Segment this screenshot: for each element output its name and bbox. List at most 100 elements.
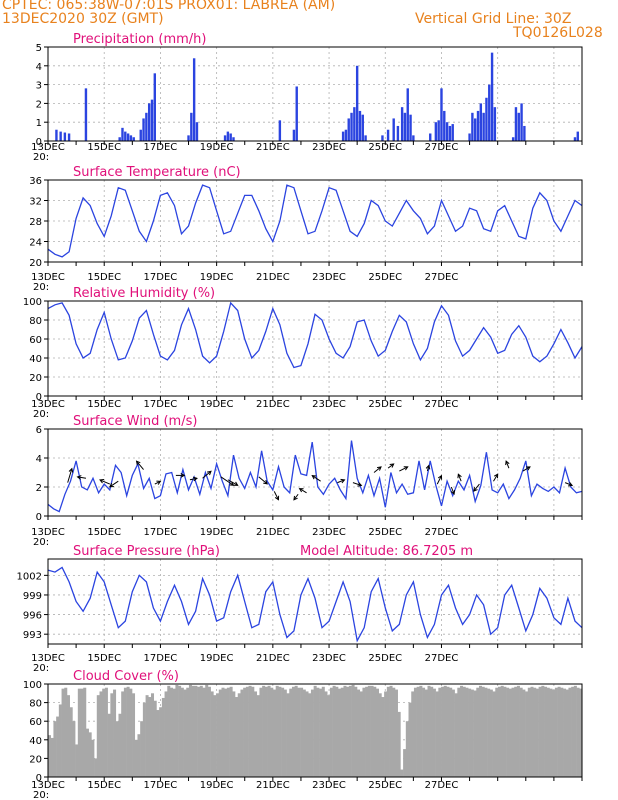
cloud-bar xyxy=(544,686,548,777)
cloud-bar xyxy=(283,689,287,777)
x-tick-label: 27DEC xyxy=(425,653,459,664)
cloud-bar xyxy=(85,728,89,777)
wind-arrow xyxy=(189,477,198,481)
x-tick-label: 25DEC xyxy=(368,527,402,538)
wind-arrow-head xyxy=(76,475,82,480)
wind-arrow-head xyxy=(457,473,462,479)
x-tick-label: 13DEC xyxy=(31,527,65,538)
precip-bar xyxy=(429,133,432,141)
y-tick-label: 20 xyxy=(29,258,42,269)
y-tick-label: 1002 xyxy=(17,571,42,582)
precip-bar xyxy=(488,84,491,141)
cloud-bar xyxy=(516,685,520,777)
precip-bar xyxy=(361,114,364,141)
cloud-bar xyxy=(357,689,361,777)
x-tick-label: 17DEC xyxy=(144,142,178,153)
precip-bar xyxy=(406,88,409,141)
wind-arrow-head xyxy=(274,495,280,501)
cloud-bar xyxy=(83,687,87,777)
cloud-bar xyxy=(270,687,274,777)
wind-arrow xyxy=(154,480,161,485)
cloud-bar xyxy=(96,695,100,777)
precip-bar xyxy=(445,122,449,141)
y-tick-label: 6 xyxy=(36,425,42,436)
cloud-bar xyxy=(186,687,190,777)
x-tick-label: 21DEC xyxy=(256,272,290,283)
y-tick-label: 2 xyxy=(36,483,42,494)
cloud-bar xyxy=(454,693,458,777)
wind-arrow xyxy=(522,466,531,472)
header-grid-note: Vertical Grid Line: 30Z xyxy=(415,11,572,27)
x-tick-label: 19DEC xyxy=(200,142,234,153)
cloud-bar xyxy=(324,691,328,777)
cloud-bar xyxy=(522,689,526,777)
wind-arrow xyxy=(109,480,119,488)
cloud-bar xyxy=(159,707,163,777)
y-tick-label: 36 xyxy=(29,176,42,187)
cloud-bar xyxy=(297,687,301,777)
cloud-bar xyxy=(167,685,171,777)
panel-title: Relative Humidity (%) xyxy=(73,286,215,301)
wind-arrow xyxy=(77,476,87,479)
cloud-bar xyxy=(221,687,225,777)
precip-bar xyxy=(347,118,350,141)
cloud-bar xyxy=(199,685,203,777)
cloud-bar xyxy=(384,691,388,777)
wind-arrow xyxy=(99,479,111,485)
cloud-bar xyxy=(497,686,501,777)
panel-title: Surface Wind (m/s) xyxy=(73,414,197,429)
cloud-bar xyxy=(538,686,542,777)
cloud-bar xyxy=(419,685,423,777)
cloud-bar xyxy=(386,686,390,777)
cloud-bar xyxy=(462,686,466,777)
precip-bar xyxy=(409,114,412,141)
cloud-bar xyxy=(492,691,496,777)
cloud-bar xyxy=(183,689,187,777)
cloud-bar xyxy=(91,739,95,777)
cloud-bar xyxy=(180,687,184,777)
cloud-bar xyxy=(123,687,127,777)
x-year-label: 20: xyxy=(33,282,49,293)
cloud-bar xyxy=(375,688,380,777)
cloud-bar xyxy=(343,685,347,777)
x-tick-label: 17DEC xyxy=(144,653,178,664)
cloud-bar xyxy=(338,688,342,777)
wind-arrow-head xyxy=(505,460,510,466)
y-tick-label: 999 xyxy=(23,591,42,602)
cloud-bar xyxy=(134,739,138,777)
cloud-bar xyxy=(549,688,553,777)
cloud-bar xyxy=(172,688,176,777)
cloud-bar xyxy=(530,686,534,777)
cloud-bar xyxy=(202,687,206,777)
cloud-bar xyxy=(267,685,271,777)
x-tick-label: 23DEC xyxy=(312,527,346,538)
cloud-bar xyxy=(449,687,453,777)
cloud-bar xyxy=(88,732,92,777)
precip-bar xyxy=(192,58,196,141)
cloud-bar xyxy=(340,687,344,777)
wind-arrow xyxy=(450,486,455,495)
precip-bar xyxy=(59,131,62,141)
x-tick-label: 27DEC xyxy=(425,527,459,538)
x-tick-label: 23DEC xyxy=(312,272,346,283)
cloud-bar xyxy=(132,693,136,777)
wind-arrow-head xyxy=(206,470,212,476)
cloud-bar xyxy=(205,684,209,777)
y-tick-label: 40 xyxy=(29,736,42,747)
cloud-bar xyxy=(140,721,144,777)
header-datetime: 13DEC2020 30Z (GMT) xyxy=(2,11,164,27)
precip-bar xyxy=(517,112,520,141)
y-tick-label: 0 xyxy=(36,137,42,148)
cloud-bar xyxy=(148,697,152,777)
precip-bar xyxy=(573,137,577,141)
cloud-bar xyxy=(400,769,404,777)
x-tick-label: 21DEC xyxy=(256,653,290,664)
panel-frame xyxy=(47,46,583,142)
cloud-bar xyxy=(468,688,472,777)
y-tick-label: 4 xyxy=(36,454,42,465)
cloud-bar xyxy=(546,687,550,777)
cloud-bar xyxy=(272,689,276,777)
precip-bar xyxy=(187,135,190,141)
x-tick-label: 25DEC xyxy=(368,142,402,153)
cloud-bar xyxy=(240,689,244,777)
